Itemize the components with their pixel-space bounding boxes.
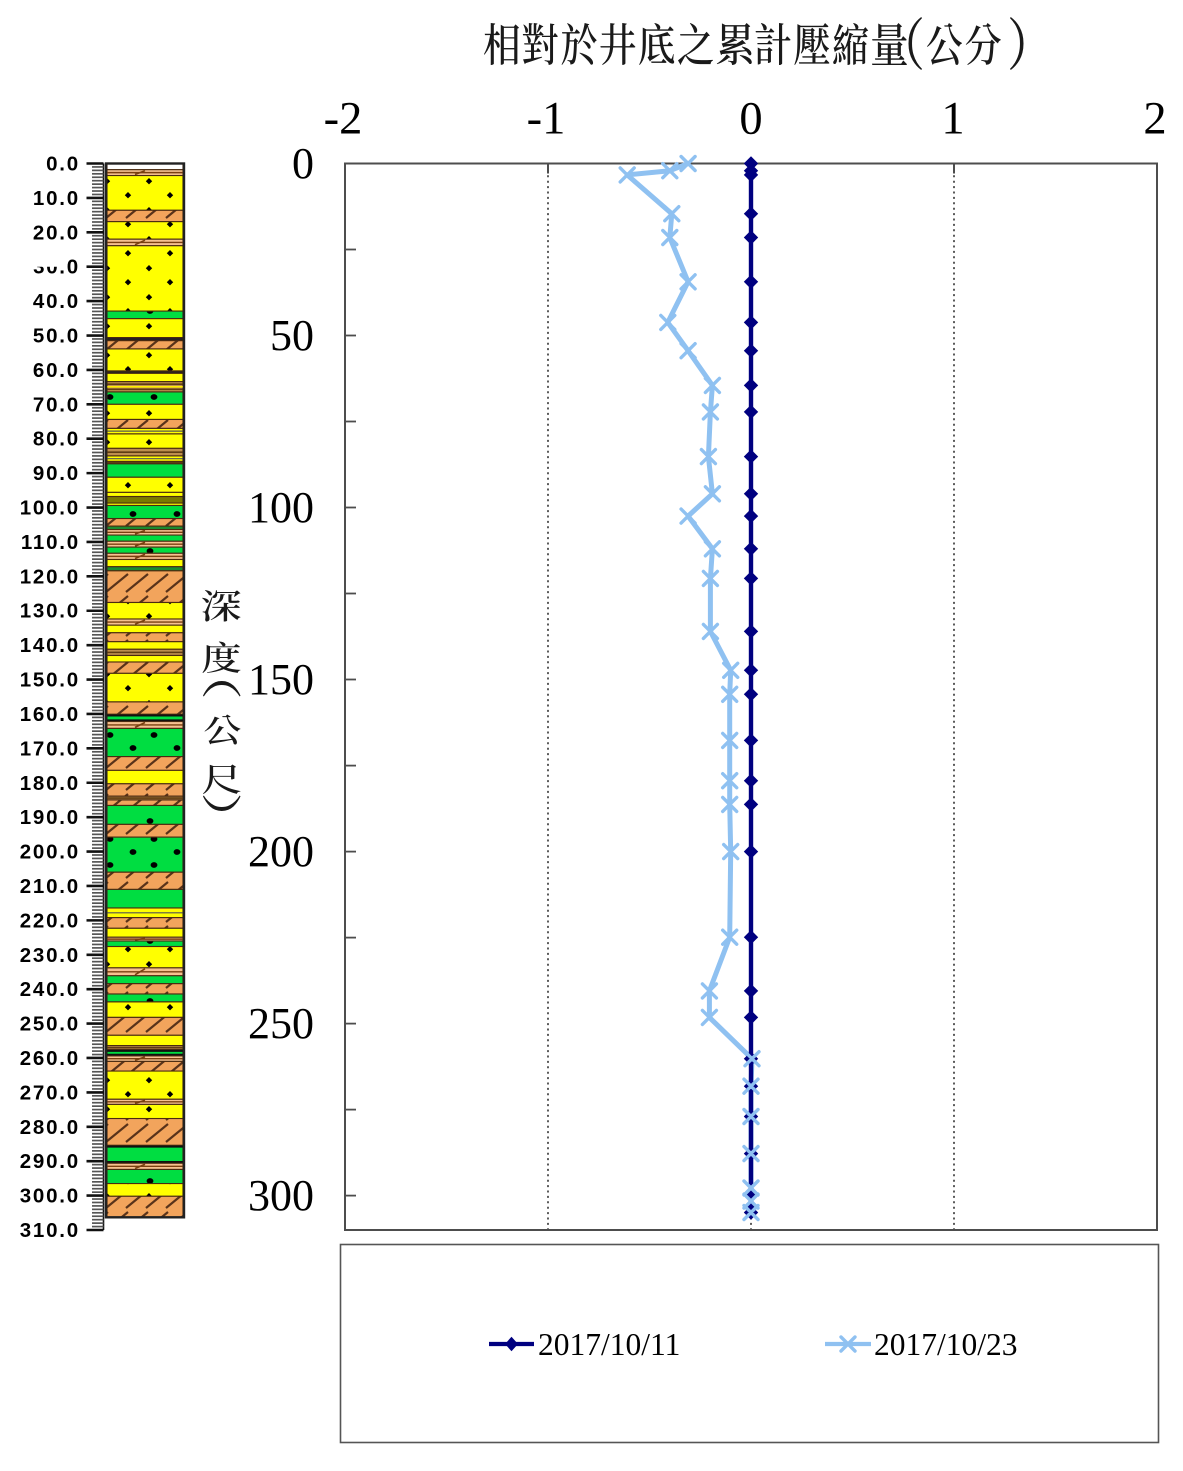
svg-text:60.0: 60.0 bbox=[33, 359, 80, 382]
svg-text:2017/10/11: 2017/10/11 bbox=[538, 1327, 680, 1362]
svg-text:-2: -2 bbox=[324, 94, 363, 145]
svg-text:190.0: 190.0 bbox=[20, 806, 80, 829]
svg-text:180.0: 180.0 bbox=[20, 772, 80, 795]
svg-text:0: 0 bbox=[739, 94, 762, 145]
svg-text:300: 300 bbox=[248, 1171, 314, 1220]
svg-text:150: 150 bbox=[248, 655, 314, 704]
svg-text:30: 30 bbox=[33, 256, 59, 279]
svg-text:200: 200 bbox=[248, 827, 314, 876]
svg-text:310.0: 310.0 bbox=[20, 1219, 80, 1242]
svg-text:2: 2 bbox=[1143, 94, 1166, 145]
svg-text:210.0: 210.0 bbox=[20, 875, 80, 898]
svg-text:170.0: 170.0 bbox=[20, 737, 80, 760]
svg-text:150.0: 150.0 bbox=[20, 669, 80, 692]
svg-text:260.0: 260.0 bbox=[20, 1047, 80, 1070]
svg-text:280.0: 280.0 bbox=[20, 1116, 80, 1139]
svg-text:200.0: 200.0 bbox=[20, 841, 80, 864]
svg-text:270.0: 270.0 bbox=[20, 1081, 80, 1104]
svg-text:240.0: 240.0 bbox=[20, 978, 80, 1001]
svg-text:-1: -1 bbox=[527, 94, 566, 145]
svg-text:100: 100 bbox=[248, 483, 314, 532]
svg-text:80.0: 80.0 bbox=[33, 428, 80, 451]
svg-text:90.0: 90.0 bbox=[33, 462, 80, 485]
svg-text:70.0: 70.0 bbox=[33, 393, 80, 416]
svg-text:0.0: 0.0 bbox=[46, 153, 80, 176]
svg-text:140.0: 140.0 bbox=[20, 634, 80, 657]
svg-text:290.0: 290.0 bbox=[20, 1150, 80, 1173]
svg-text:10.0: 10.0 bbox=[33, 187, 80, 210]
svg-text:50: 50 bbox=[270, 311, 314, 360]
svg-text:250: 250 bbox=[248, 999, 314, 1048]
svg-text:120.0: 120.0 bbox=[20, 565, 80, 588]
svg-text:300.0: 300.0 bbox=[20, 1185, 80, 1208]
svg-text:0: 0 bbox=[292, 139, 314, 188]
svg-text:20.0: 20.0 bbox=[33, 221, 80, 244]
svg-text:2017/10/23: 2017/10/23 bbox=[874, 1327, 1018, 1362]
svg-text:110.0: 110.0 bbox=[21, 531, 80, 554]
svg-text:230.0: 230.0 bbox=[20, 944, 80, 967]
svg-text:160.0: 160.0 bbox=[20, 703, 80, 726]
svg-text:40.0: 40.0 bbox=[33, 290, 80, 313]
svg-text:.0: .0 bbox=[59, 256, 80, 279]
svg-text:130.0: 130.0 bbox=[20, 600, 80, 623]
svg-text:1: 1 bbox=[941, 94, 964, 145]
svg-text:220.0: 220.0 bbox=[20, 909, 80, 932]
svg-text:50.0: 50.0 bbox=[33, 325, 80, 348]
svg-text:250.0: 250.0 bbox=[20, 1013, 80, 1036]
svg-text:100.0: 100.0 bbox=[20, 497, 80, 520]
